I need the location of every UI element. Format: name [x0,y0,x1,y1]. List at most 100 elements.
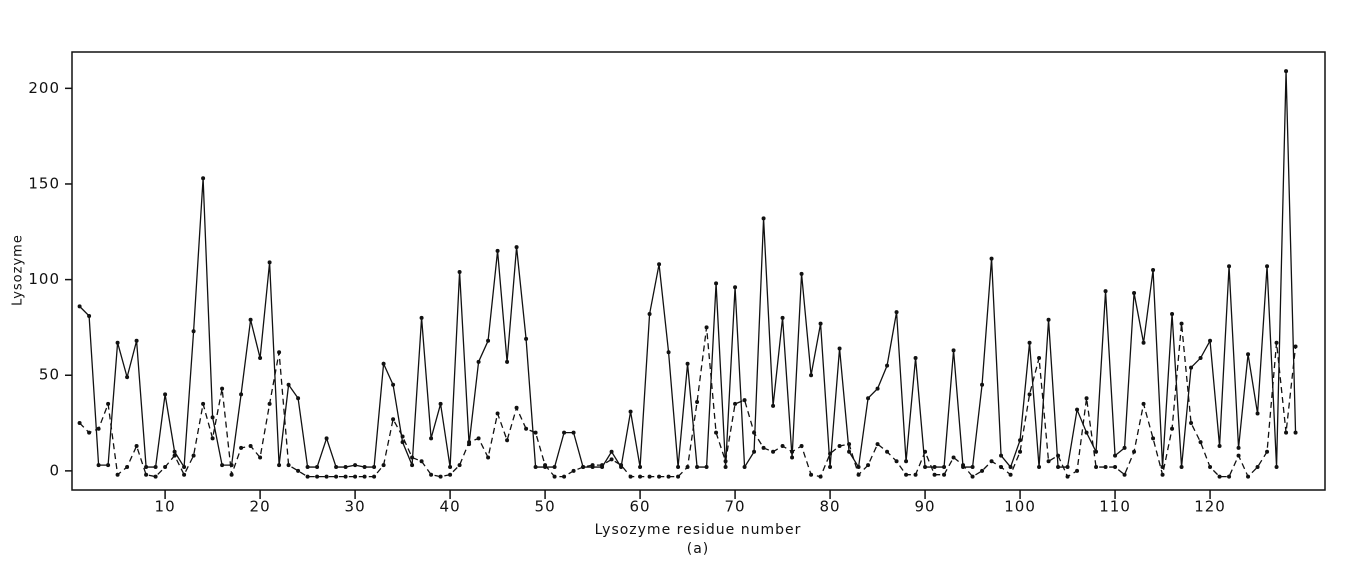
x-tick-label: 10 [155,498,176,516]
data-point [676,465,681,470]
data-point [1284,430,1289,435]
data-point [1103,465,1108,470]
data-point [1075,407,1080,412]
data-point [210,415,215,420]
data-point [866,463,871,468]
data-point [277,350,282,355]
data-point [400,434,405,439]
data-point [856,465,861,470]
data-point [638,465,643,470]
y-axis-label: Lysozyme [11,234,26,306]
data-point [638,474,643,479]
data-point [552,465,557,470]
data-point [153,474,158,479]
data-point [1037,356,1042,361]
data-point [1113,453,1118,458]
x-tick-label: 90 [915,498,936,516]
data-point [258,356,263,361]
data-point [277,463,282,468]
data-point [552,474,557,479]
data-point [619,463,624,468]
data-point [134,338,139,343]
data-point [818,321,823,326]
data-point [761,216,766,221]
data-point [761,445,766,450]
data-point [400,440,405,445]
data-point [562,430,567,435]
data-point [258,455,263,460]
data-point [248,444,253,449]
data-point [1255,465,1260,470]
data-point [1056,465,1061,470]
data-point [799,444,804,449]
data-point [153,465,158,470]
data-point [1236,453,1241,458]
data-point [600,463,605,468]
data-point [410,463,415,468]
data-point [381,463,386,468]
data-point [106,463,111,468]
data-point [324,474,329,479]
data-point [809,472,814,477]
data-point [77,304,82,309]
series-line [79,71,1297,470]
data-point [296,468,301,473]
data-point [1198,440,1203,445]
data-point [980,468,985,473]
data-point [685,361,690,366]
data-point [476,436,481,441]
data-point [780,444,785,449]
data-point [714,430,719,435]
data-point [191,453,196,458]
data-point [419,315,424,320]
data-point [1189,365,1194,370]
data-point [799,271,804,276]
data-point [1018,449,1023,454]
data-point [1217,444,1222,449]
data-point [571,468,576,473]
data-point [980,382,985,387]
data-point [733,401,738,406]
data-point [514,405,519,410]
data-point [942,472,947,477]
data-point [182,465,187,470]
data-point [96,426,101,431]
data-point [742,398,747,403]
x-tick-label: 70 [725,498,746,516]
data-point [1122,445,1127,450]
data-point [1265,449,1270,454]
data-point [248,317,253,322]
data-point [324,436,329,441]
data-point [1246,474,1251,479]
data-point [875,386,880,391]
data-point [989,459,994,464]
data-point [457,269,462,274]
data-point [666,350,671,355]
data-point [1255,411,1260,416]
data-point [609,457,614,462]
data-point [989,256,994,261]
data-point [628,474,633,479]
data-point [590,463,595,468]
data-point [894,310,899,315]
x-tick-label: 40 [440,498,461,516]
data-point [913,356,918,361]
data-point [267,260,272,265]
data-point [1160,472,1165,477]
data-point [913,472,918,477]
data-point [1046,317,1051,322]
data-point [647,312,652,317]
data-point [296,396,301,401]
data-point [1018,438,1023,443]
data-point [904,472,909,477]
data-point [87,313,92,318]
data-point [685,465,690,470]
data-point [999,453,1004,458]
data-point [904,459,909,464]
annotation: (a) [687,541,710,557]
data-point [448,472,453,477]
data-point [524,426,529,431]
data-point [115,472,120,477]
data-point [87,430,92,435]
